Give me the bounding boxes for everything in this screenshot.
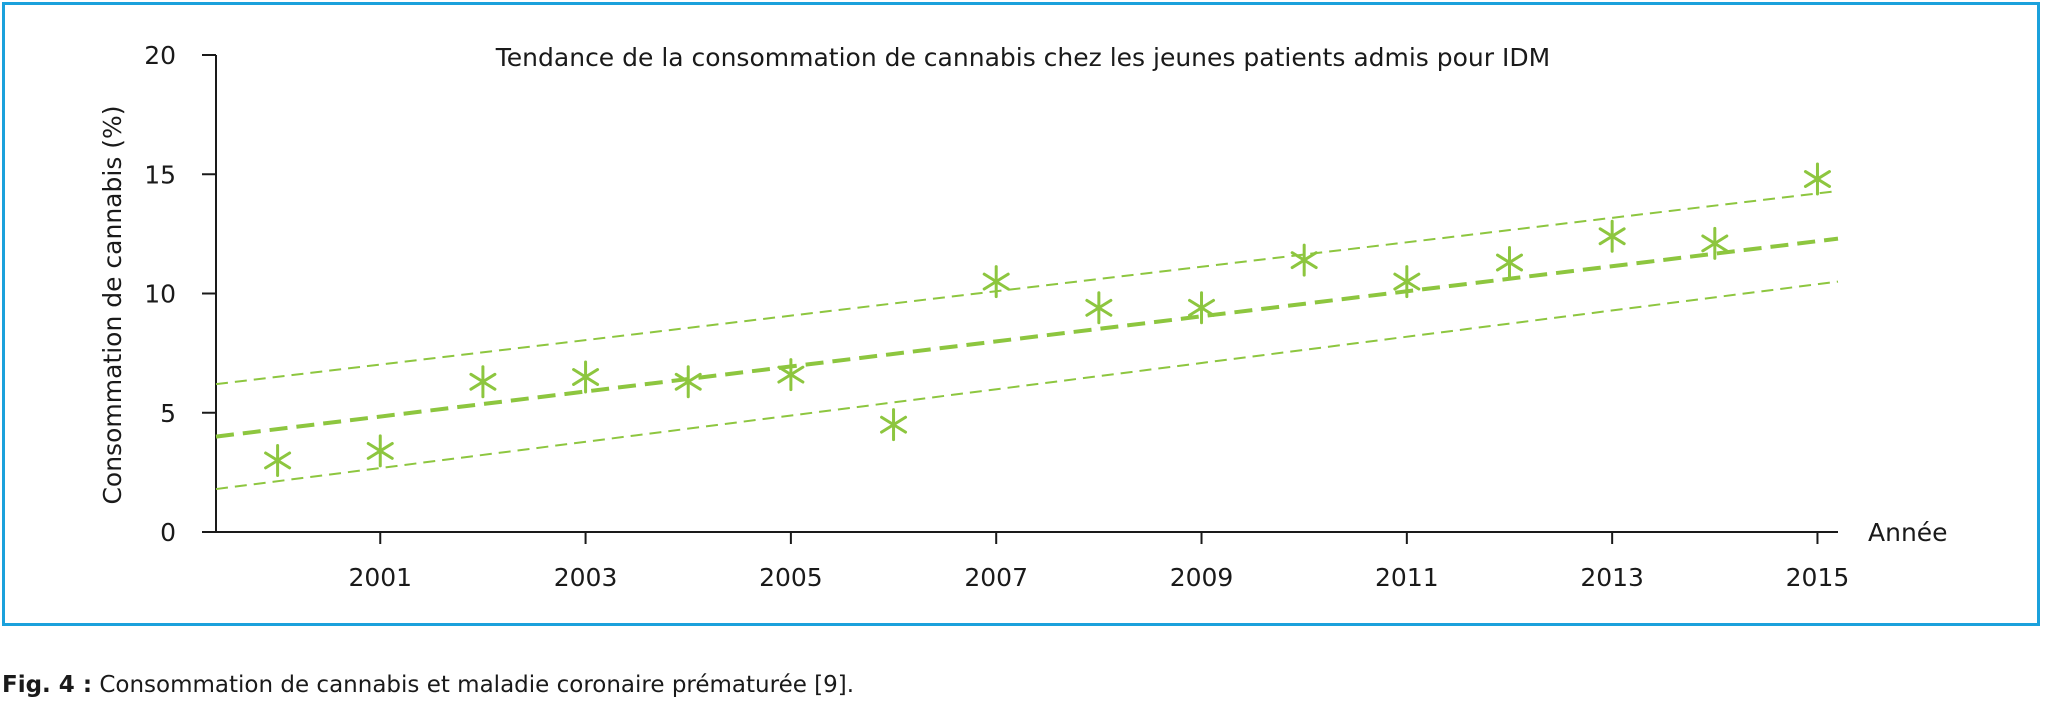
asterisk-stroke (1188, 298, 1216, 317)
x-tick-label-2005: 2005 (759, 563, 823, 592)
x-tick-label-2013: 2013 (1580, 563, 1644, 592)
asterisk-stroke (1803, 170, 1831, 188)
data-point-2009 (1188, 291, 1216, 325)
asterisk-stroke (880, 415, 908, 434)
chart-title: Tendance de la consommation de cannabis … (495, 43, 1550, 72)
y-tick-label-5: 5 (160, 399, 176, 428)
asterisk-stroke (1290, 251, 1318, 270)
x-tick-label-2009: 2009 (1170, 563, 1234, 592)
asterisk-stroke (1393, 272, 1421, 291)
data-point-2006 (880, 408, 908, 442)
x-tick-label-2001: 2001 (348, 563, 412, 592)
data-point-2005 (777, 358, 805, 392)
asterisk-stroke (366, 441, 394, 460)
figure-caption: Fig. 4 : Consommation de cannabis et mal… (2, 672, 854, 698)
trend-line-upper (215, 189, 1839, 386)
asterisk-stroke (777, 365, 805, 384)
data-point-2002 (469, 365, 497, 399)
y-tick-label-0: 0 (160, 518, 176, 547)
y-tick-label-20: 20 (144, 41, 176, 70)
trend-line-lower (215, 280, 1839, 491)
data-point-2014 (1701, 226, 1729, 260)
chart-frame (2, 2, 2040, 626)
asterisk-stroke (1701, 234, 1729, 253)
asterisk-stroke (674, 372, 702, 391)
x-tick-label-2015: 2015 (1786, 563, 1850, 592)
asterisk-stroke (982, 272, 1010, 291)
asterisk-stroke (1495, 253, 1523, 272)
y-tick-label-15: 15 (144, 160, 176, 189)
data-point-2013 (1598, 219, 1626, 253)
asterisk-stroke (1598, 227, 1626, 246)
x-tick-label-2007: 2007 (964, 563, 1028, 592)
x-axis-label: Année (1868, 518, 1948, 547)
x-tick-label-2003: 2003 (554, 563, 618, 592)
data-point-2007 (982, 265, 1010, 299)
data-point-2008 (1085, 291, 1113, 325)
trend-line-fit (215, 236, 1839, 439)
y-tick-label-10: 10 (144, 280, 176, 309)
data-point-2004 (674, 365, 702, 399)
data-point-2012 (1495, 245, 1523, 279)
data-point-2000 (264, 443, 292, 477)
data-point-2015 (1803, 162, 1831, 196)
asterisk-stroke (1085, 298, 1113, 317)
data-point-2003 (572, 360, 600, 394)
data-point-2010 (1290, 243, 1318, 277)
data-point-2001 (366, 434, 394, 468)
x-tick-label-2011: 2011 (1375, 563, 1439, 592)
figure-caption-label: Fig. 4 : (2, 672, 93, 698)
y-axis-label: Consommation de cannabis (%) (98, 105, 127, 504)
asterisk-stroke (469, 372, 497, 391)
asterisk-stroke (264, 451, 292, 470)
asterisk-stroke (572, 368, 600, 386)
data-point-2011 (1393, 265, 1421, 299)
figure-caption-text: Consommation de cannabis et maladie coro… (92, 672, 855, 698)
